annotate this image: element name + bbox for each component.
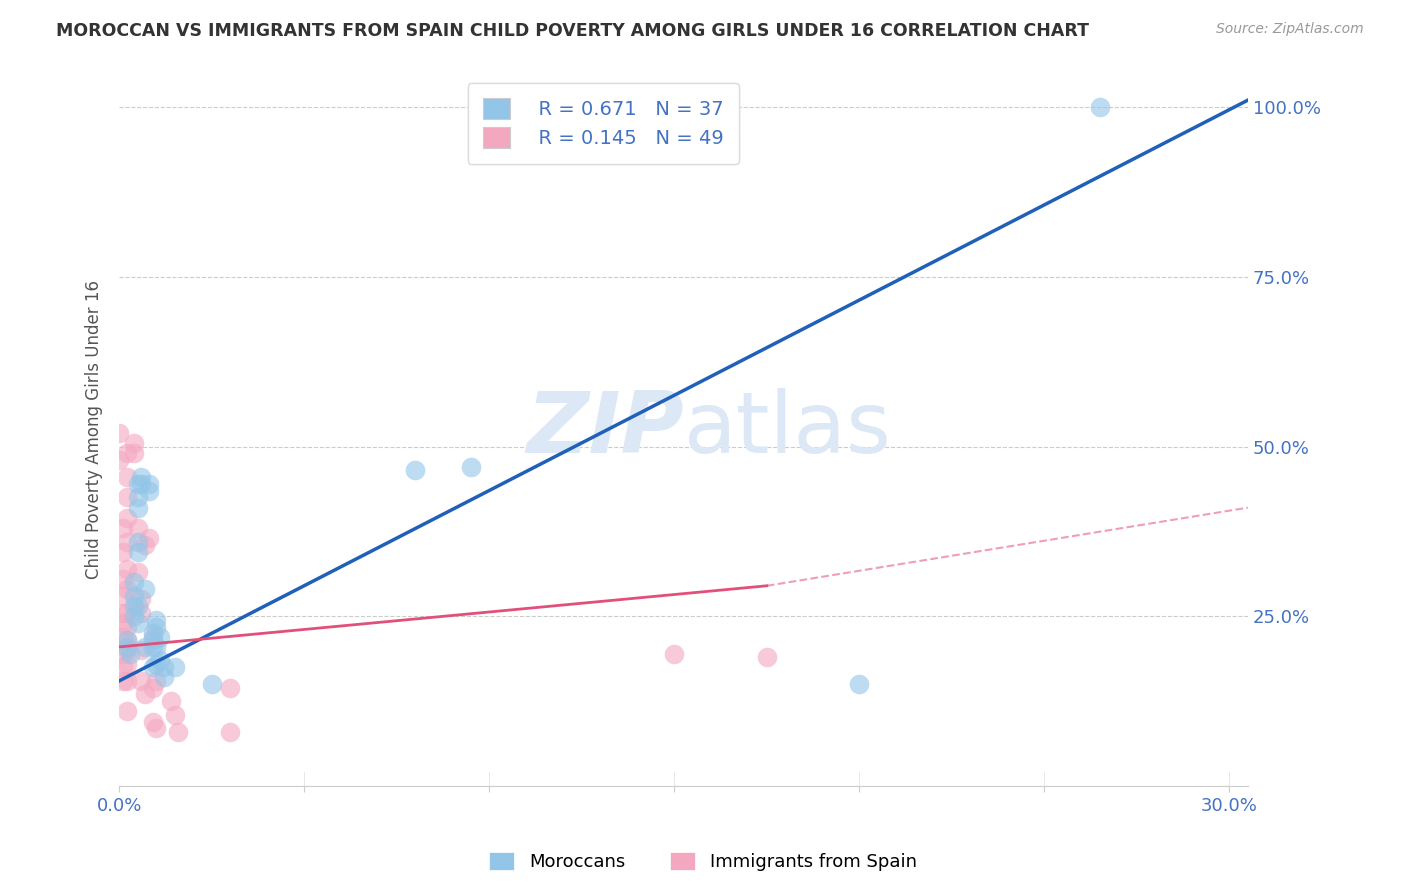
Point	[404, 463, 426, 477]
Point	[108, 453, 131, 467]
Point	[142, 633, 165, 648]
Point	[115, 511, 138, 525]
Point	[167, 724, 190, 739]
Point	[111, 589, 134, 603]
Point	[111, 660, 134, 674]
Point	[131, 673, 153, 688]
Point	[145, 613, 167, 627]
Point	[127, 521, 149, 535]
Point	[122, 589, 145, 603]
Point	[115, 446, 138, 460]
Point	[145, 657, 167, 671]
Point	[134, 688, 156, 702]
Point	[152, 660, 174, 674]
Point	[160, 694, 183, 708]
Point	[115, 657, 138, 671]
Y-axis label: Child Poverty Among Girls Under 16: Child Poverty Among Girls Under 16	[86, 280, 103, 579]
Point	[115, 633, 138, 648]
Point	[108, 425, 131, 440]
Point	[755, 650, 778, 665]
Point	[142, 630, 165, 644]
Point	[149, 653, 172, 667]
Point	[145, 640, 167, 654]
Point	[115, 673, 138, 688]
Point	[127, 534, 149, 549]
Point	[115, 643, 138, 657]
Point	[138, 531, 160, 545]
Point	[131, 470, 153, 484]
Point	[122, 599, 145, 614]
Text: ZIP: ZIP	[526, 388, 683, 471]
Point	[131, 606, 153, 620]
Point	[127, 616, 149, 631]
Point	[111, 616, 134, 631]
Point	[131, 476, 153, 491]
Text: Source: ZipAtlas.com: Source: ZipAtlas.com	[1216, 22, 1364, 37]
Point	[115, 705, 138, 719]
Legend:   R = 0.671   N = 37,   R = 0.145   N = 49: R = 0.671 N = 37, R = 0.145 N = 49	[468, 83, 740, 164]
Point	[142, 626, 165, 640]
Point	[127, 491, 149, 505]
Point	[145, 722, 167, 736]
Point	[131, 643, 153, 657]
Point	[1088, 100, 1111, 114]
Point	[664, 647, 686, 661]
Point	[111, 606, 134, 620]
Point	[145, 619, 167, 633]
Point	[111, 521, 134, 535]
Point	[115, 562, 138, 576]
Point	[219, 681, 242, 695]
Point	[115, 470, 138, 484]
Legend: Moroccans, Immigrants from Spain: Moroccans, Immigrants from Spain	[482, 845, 924, 879]
Point	[127, 500, 149, 515]
Point	[127, 545, 149, 559]
Point	[120, 647, 142, 661]
Point	[219, 724, 242, 739]
Point	[134, 538, 156, 552]
Point	[134, 640, 156, 654]
Point	[149, 630, 172, 644]
Point	[163, 660, 186, 674]
Point	[111, 673, 134, 688]
Point	[122, 575, 145, 590]
Point	[127, 599, 149, 614]
Text: atlas: atlas	[683, 388, 891, 471]
Point	[201, 677, 224, 691]
Point	[848, 677, 870, 691]
Point	[142, 660, 165, 674]
Point	[127, 476, 149, 491]
Point	[145, 673, 167, 688]
Point	[142, 640, 165, 654]
Point	[131, 592, 153, 607]
Point	[111, 572, 134, 586]
Point	[115, 491, 138, 505]
Point	[142, 714, 165, 729]
Point	[115, 534, 138, 549]
Point	[127, 565, 149, 579]
Point	[122, 609, 145, 624]
Point	[134, 582, 156, 597]
Point	[138, 483, 160, 498]
Point	[111, 630, 134, 644]
Point	[115, 619, 138, 633]
Point	[138, 476, 160, 491]
Point	[122, 446, 145, 460]
Point	[142, 681, 165, 695]
Text: MOROCCAN VS IMMIGRANTS FROM SPAIN CHILD POVERTY AMONG GIRLS UNDER 16 CORRELATION: MOROCCAN VS IMMIGRANTS FROM SPAIN CHILD …	[56, 22, 1090, 40]
Point	[115, 633, 138, 648]
Point	[163, 707, 186, 722]
Point	[115, 640, 138, 654]
Point	[460, 459, 482, 474]
Point	[115, 606, 138, 620]
Point	[111, 545, 134, 559]
Point	[115, 582, 138, 597]
Point	[152, 670, 174, 684]
Point	[111, 647, 134, 661]
Point	[122, 436, 145, 450]
